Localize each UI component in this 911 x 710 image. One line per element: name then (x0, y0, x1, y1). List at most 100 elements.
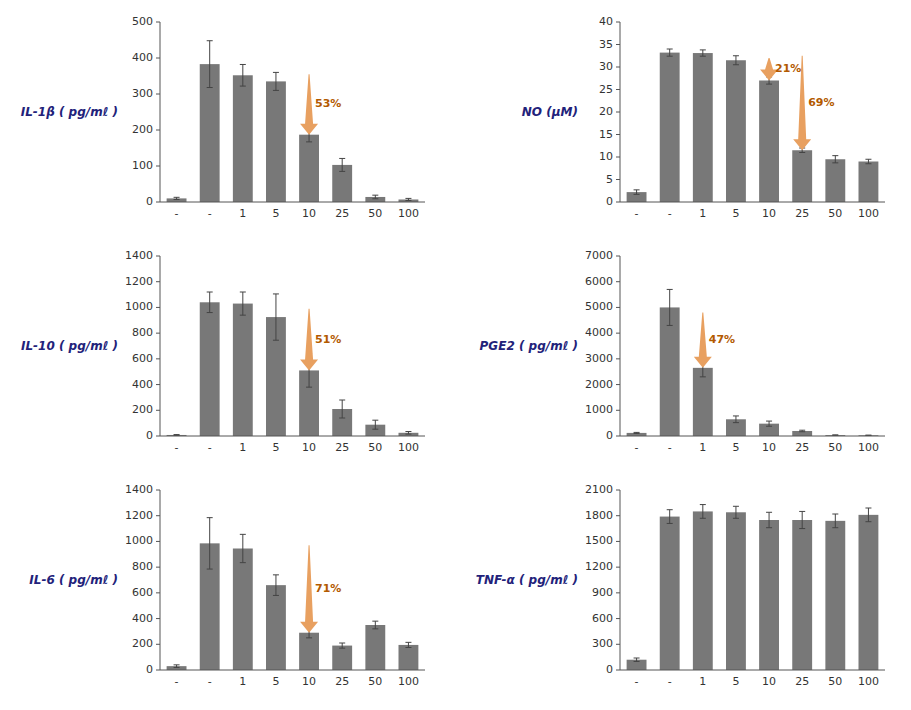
y-tick (616, 179, 620, 180)
y-tick-label: 0 (606, 663, 613, 676)
x-tick-label: 25 (795, 207, 809, 220)
x-tick-label: 1 (239, 675, 246, 688)
y-tick-label: 200 (132, 123, 153, 136)
y-tick-label: 1000 (585, 403, 613, 416)
y-tick-label: 900 (592, 586, 613, 599)
y-tick (616, 670, 620, 671)
y-tick-label: 1200 (125, 275, 153, 288)
y-axis-label: PGE2 ( pg/mℓ ) (480, 339, 578, 353)
plot-area (167, 518, 419, 670)
plot-area (627, 505, 879, 670)
y-tick (156, 592, 160, 593)
x-axis-line (160, 670, 425, 671)
y-tick-label: 5 (606, 173, 613, 186)
y-tick (156, 618, 160, 619)
y-tick-label: 400 (132, 51, 153, 64)
bar (332, 646, 352, 670)
x-tick-label: 100 (398, 207, 419, 220)
y-tick-label: 300 (132, 87, 153, 100)
x-tick-label: 25 (335, 441, 349, 454)
y-tick (616, 592, 620, 593)
bar (233, 304, 253, 436)
y-axis-line (160, 490, 161, 670)
y-tick (616, 436, 620, 437)
error-bar (372, 420, 378, 429)
x-tick-label: 50 (828, 207, 842, 220)
bar (233, 549, 253, 671)
x-tick-label: - (668, 675, 672, 688)
x-tick-label: 25 (335, 675, 349, 688)
y-tick (156, 281, 160, 282)
error-bar (372, 621, 378, 629)
y-axis-line (160, 22, 161, 202)
y-tick-label: 600 (132, 352, 153, 365)
x-tick-label: 100 (858, 207, 879, 220)
x-tick-label: - (635, 675, 639, 688)
annotation-text: 71% (315, 582, 341, 595)
x-axis-line (160, 436, 425, 437)
bar (200, 302, 220, 436)
y-tick (156, 515, 160, 516)
x-tick-label: 10 (762, 207, 776, 220)
x-tick-label: - (668, 207, 672, 220)
error-bar (339, 643, 345, 648)
y-tick-label: 800 (132, 326, 153, 339)
error-bar (240, 64, 246, 86)
x-tick-label: 100 (398, 675, 419, 688)
error-bar (700, 505, 706, 519)
y-tick (616, 490, 620, 491)
error-bar (174, 197, 180, 199)
bar (759, 520, 779, 670)
y-tick (616, 644, 620, 645)
x-tick-label: 50 (828, 675, 842, 688)
x-tick-label: 1 (239, 441, 246, 454)
x-tick-label: 10 (762, 675, 776, 688)
y-axis-line (620, 490, 621, 670)
y-tick-label: 200 (132, 637, 153, 650)
y-tick (616, 202, 620, 203)
bar (660, 53, 680, 202)
y-tick-label: 30 (599, 60, 613, 73)
error-bar (273, 575, 279, 596)
y-tick-label: 400 (132, 378, 153, 391)
x-axis-line (620, 670, 885, 671)
y-tick (156, 58, 160, 59)
y-axis-label: IL-6 ( pg/mℓ ) (29, 573, 118, 587)
panel: 0100200300400500--15102550100IL-1β ( pg/… (21, 15, 425, 220)
y-tick-label: 5000 (585, 300, 613, 313)
y-tick (156, 541, 160, 542)
y-tick (156, 166, 160, 167)
panel: 0200400600800100012001400--15102550100IL… (21, 249, 425, 454)
y-tick (156, 644, 160, 645)
bar (825, 521, 845, 670)
error-bar (339, 400, 345, 418)
y-tick (616, 567, 620, 568)
y-tick (156, 670, 160, 671)
x-axis-line (620, 202, 885, 203)
bar (365, 625, 385, 670)
y-tick-label: 1400 (125, 249, 153, 262)
y-tick (616, 67, 620, 68)
error-bar (766, 421, 772, 426)
error-bar (766, 512, 772, 527)
y-axis-label: NO (μM) (522, 105, 578, 119)
y-axis-line (160, 256, 161, 436)
y-axis-line (620, 256, 621, 436)
error-bar (832, 514, 838, 528)
x-tick-label: - (635, 441, 639, 454)
error-bar (207, 41, 213, 88)
x-tick-label: 10 (762, 441, 776, 454)
y-tick-label: 200 (132, 403, 153, 416)
error-bar (667, 510, 673, 524)
error-bar (240, 292, 246, 315)
x-tick-label: 1 (699, 675, 706, 688)
y-tick (616, 333, 620, 334)
y-tick (616, 112, 620, 113)
y-tick (156, 256, 160, 257)
x-tick-label: 5 (732, 441, 739, 454)
x-tick-label: 5 (272, 441, 279, 454)
panel: 03006009001200150018002100--15102550100T… (476, 483, 885, 688)
y-axis-label: IL-10 ( pg/mℓ ) (21, 339, 118, 353)
error-bar (207, 518, 213, 569)
bar (233, 75, 253, 202)
